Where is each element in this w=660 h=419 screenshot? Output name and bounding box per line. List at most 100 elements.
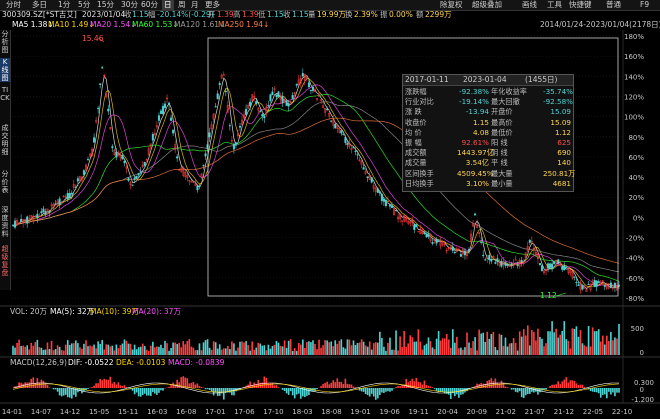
- shortcut-button[interactable]: 快捷键: [569, 0, 592, 9]
- candle-body: [470, 233, 473, 242]
- volume-bar: [387, 342, 389, 355]
- sidebar-item-kline[interactable]: K线图: [0, 58, 10, 82]
- volume-bar: [16, 342, 18, 355]
- tools-button[interactable]: 工具: [547, 0, 562, 9]
- f9-button[interactable]: F9: [640, 0, 650, 9]
- xaxis-tick-label: 17-06: [234, 408, 255, 416]
- candle-body: [538, 263, 541, 266]
- volume-bar: [526, 325, 529, 355]
- candle-body: [472, 223, 475, 227]
- volume-ma10-label: MA(10): 39万: [90, 307, 139, 316]
- tab-intraday[interactable]: 分时: [6, 0, 21, 9]
- tab-month[interactable]: 月: [191, 0, 199, 9]
- candle-body: [316, 98, 319, 100]
- candle-body: [267, 105, 270, 107]
- sidebar-item-deep-data[interactable]: 深度资料: [1, 206, 9, 238]
- candle-body: [97, 107, 100, 109]
- volume-bar: [50, 340, 53, 355]
- yaxis-tick-label: 100%: [624, 114, 644, 122]
- tab-day[interactable]: 日: [162, 0, 174, 10]
- tab-5min[interactable]: 5分: [78, 0, 91, 9]
- ma20-line: [12, 84, 619, 286]
- sidebar-item-super-replay[interactable]: 超级复盘: [1, 245, 9, 277]
- volume-bar: [267, 344, 270, 355]
- quote-date: 2023/01/04: [82, 10, 126, 19]
- volume-bar: [508, 343, 511, 355]
- volume-legend-bar: VOL: 20万 MA(5): 32万 MA(10): 39万 MA(20): …: [10, 307, 660, 317]
- overlay-button[interactable]: 超级叠加: [472, 0, 502, 9]
- candle-body: [478, 232, 481, 234]
- xaxis-tick-label: 14-07: [31, 408, 51, 416]
- restore-rights-button[interactable]: 除复权: [440, 0, 463, 9]
- candle-body: [40, 211, 43, 214]
- popup-stat-row: 日均换手 3.10% 最小量 4681: [405, 179, 571, 188]
- candle-body: [611, 287, 614, 289]
- quote-info-bar: 300309.SZ[*ST吉艾] 2023/01/04 收 1.15 幅 -20…: [0, 10, 660, 20]
- volume-bar: [484, 341, 487, 355]
- candle-body: [224, 91, 227, 93]
- volume-bar: [83, 343, 85, 355]
- volume-bar: [105, 344, 108, 355]
- tab-30min[interactable]: 30分: [121, 0, 139, 9]
- candle-body: [168, 102, 171, 105]
- volume-bar: [516, 350, 519, 355]
- tab-15min[interactable]: 15分: [97, 0, 115, 9]
- xaxis-tick-label: 21-12: [554, 408, 574, 416]
- draw-line-button[interactable]: 画线: [522, 0, 537, 9]
- candle-body: [226, 105, 229, 113]
- popup-stat-value: 140: [557, 158, 571, 168]
- candle-body: [374, 188, 377, 192]
- high-label: 高: [233, 10, 241, 19]
- volume-bar: [289, 339, 292, 355]
- tab-multiday[interactable]: 多日: [32, 0, 47, 9]
- volume-bar: [397, 350, 399, 355]
- candle-body: [285, 100, 288, 106]
- tab-more[interactable]: 更多: [205, 0, 220, 9]
- volume-bar: [247, 345, 249, 355]
- low-price-marker: 1.12: [540, 291, 557, 300]
- volume-bar: [190, 346, 193, 355]
- candle-body: [569, 270, 572, 273]
- candle-body: [522, 261, 525, 264]
- candle-body: [587, 283, 590, 286]
- candle-body: [591, 282, 594, 285]
- candle-body: [135, 175, 138, 179]
- candle-body: [204, 153, 207, 157]
- candle-body: [255, 101, 258, 105]
- candle-body: [403, 215, 406, 222]
- popup-stat-row: 行业对比 -19.14% 最大回撤 -92.58%: [405, 97, 573, 106]
- candle-body: [528, 239, 531, 243]
- sidebar-item-price-table[interactable]: 分价表: [1, 170, 9, 194]
- volume-bar: [91, 346, 93, 355]
- selection-range-box[interactable]: [207, 37, 619, 297]
- candle-body: [585, 288, 588, 292]
- volume-bar: [533, 331, 535, 355]
- candle-body: [218, 83, 221, 86]
- normal-button[interactable]: 普通: [606, 0, 621, 9]
- volume-bar: [348, 339, 351, 355]
- volume-bar: [28, 349, 31, 355]
- open-label: 开: [208, 10, 216, 19]
- volume-bar: [573, 328, 576, 355]
- tab-1min[interactable]: 1分: [58, 0, 71, 9]
- volume-bar: [364, 345, 367, 355]
- volume-bar: [354, 345, 357, 355]
- candle-body: [143, 161, 146, 166]
- sidebar-item-trade-detail[interactable]: 成交明细: [1, 124, 9, 156]
- volume-bar: [174, 342, 176, 355]
- volume-bar: [235, 350, 237, 355]
- tab-60min[interactable]: 60分: [141, 0, 159, 9]
- volume-bar: [429, 341, 432, 355]
- candle-body: [336, 124, 339, 129]
- popup-stat-row: 涨 跌 -13.94 开盘价 15.09: [405, 107, 571, 116]
- candle-body: [184, 171, 187, 177]
- volume-bar: [399, 336, 401, 355]
- volume-bar: [591, 327, 594, 355]
- volume-bar: [385, 350, 387, 355]
- volume-bar: [445, 334, 448, 355]
- sidebar-item-tick[interactable]: TICK: [0, 86, 10, 102]
- sidebar-item-analysis[interactable]: 分析图: [1, 30, 9, 54]
- tab-week[interactable]: 周: [178, 0, 186, 9]
- candle-body: [601, 280, 604, 282]
